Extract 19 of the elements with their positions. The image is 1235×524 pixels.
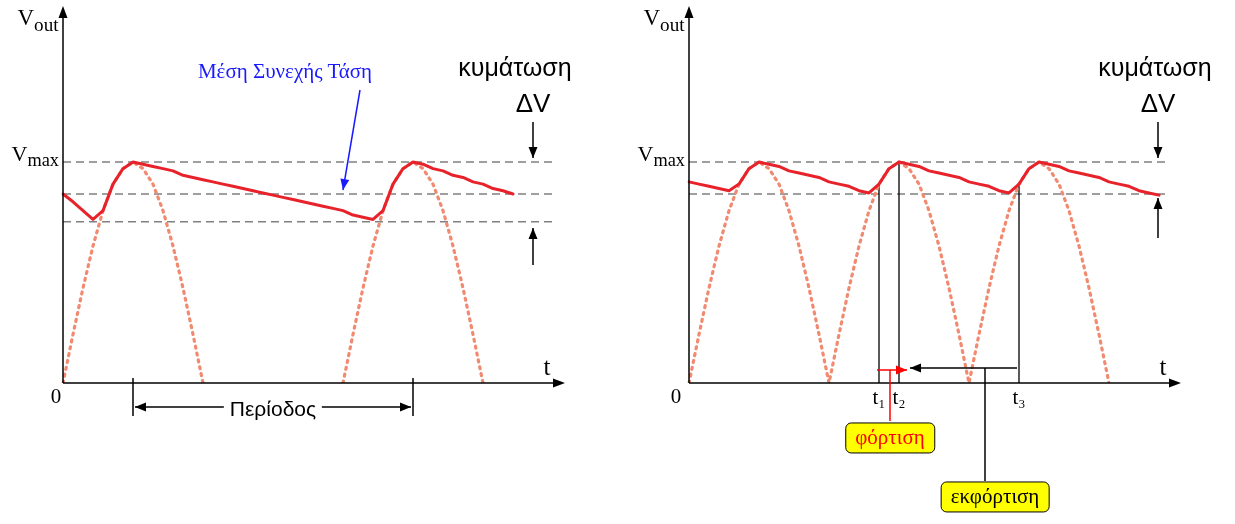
y-axis-title: V$_{out}$ (643, 5, 685, 35)
text: ΔV (515, 87, 551, 118)
x-tick-label: t₂ (891, 383, 907, 411)
x-tick-label: t₃ (1011, 383, 1027, 411)
x-tick-label: t₁ (871, 383, 887, 411)
text: 0 (50, 384, 62, 409)
text: κυμάτωση (458, 53, 572, 82)
x-axis-title: t (543, 353, 551, 381)
text: κυμάτωση (1098, 53, 1212, 82)
ref-line-label: V$_{max}$ (637, 140, 685, 171)
ref-line-label: V$_{max}$ (11, 140, 59, 171)
text: ΔV (1140, 87, 1176, 118)
x-axis-title: t (1159, 353, 1167, 381)
y-axis-title: V$_{out}$ (17, 5, 59, 35)
text: Μέση Συνεχής Τάση (197, 59, 373, 84)
text: φόρτιση (845, 422, 935, 454)
text: 0 (670, 384, 682, 409)
text: εκφόρτιση (940, 481, 1050, 513)
text: Περίοδος (223, 397, 323, 421)
